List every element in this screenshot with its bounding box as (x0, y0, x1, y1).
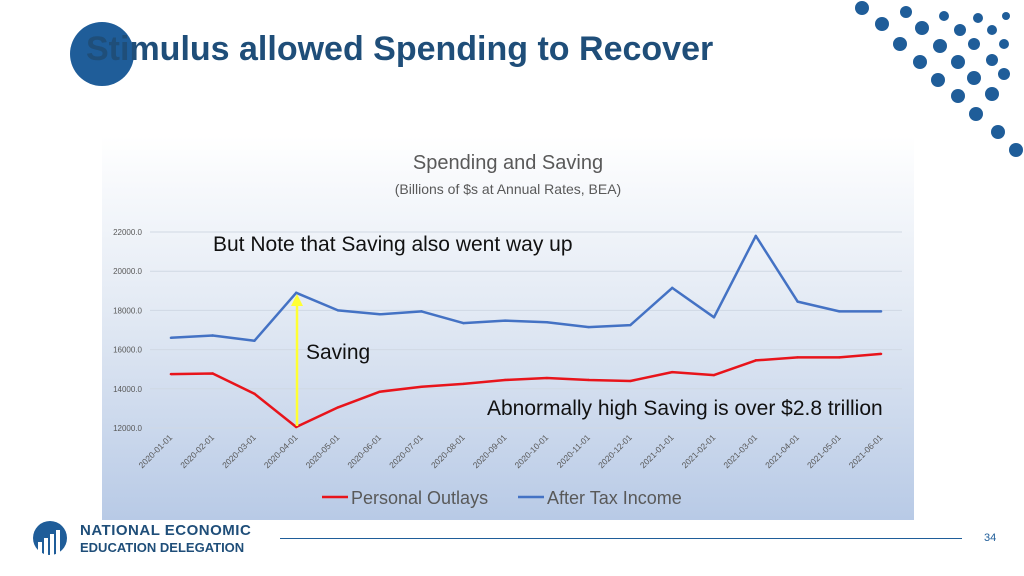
data-point (671, 286, 674, 290)
data-point (838, 356, 841, 359)
x-tick-label: 2021-02-01 (680, 432, 718, 470)
decorative-dots (855, 1, 1023, 157)
data-point (169, 336, 173, 340)
chart-subtitle: (Billions of $s at Annual Rates, BEA) (395, 181, 621, 197)
x-tick-label: 2021-04-01 (763, 432, 801, 470)
x-tick-label: 2020-07-01 (387, 432, 425, 470)
data-point (838, 310, 841, 313)
gridlines (150, 231, 902, 429)
x-tick-label: 2020-10-01 (512, 432, 550, 470)
data-point (378, 390, 381, 393)
data-point (169, 372, 173, 376)
data-point (545, 320, 549, 324)
x-tick-label: 2020-08-01 (429, 432, 467, 470)
data-point (587, 378, 590, 382)
data-point (879, 352, 883, 356)
x-tick-label: 2020-11-01 (555, 432, 593, 470)
data-point (629, 379, 632, 383)
page-number: 34 (984, 532, 997, 544)
legend-label-income: After Tax Income (547, 488, 682, 508)
data-point (420, 385, 423, 389)
data-point (420, 310, 423, 313)
data-point (754, 359, 757, 362)
legend-label-outlays: Personal Outlays (351, 488, 488, 508)
data-point (378, 313, 381, 316)
x-tick-label: 2020-02-01 (178, 432, 216, 470)
y-tick-label: 16000.0 (113, 346, 142, 355)
y-axis-ticks: 12000.0 14000.0 16000.0 18000.0 20000.0 22000… (113, 228, 142, 433)
x-tick-label: 2021-05-01 (805, 432, 843, 470)
x-tick-label: 2020-06-01 (345, 432, 383, 470)
chart-title: Spending and Saving (413, 152, 603, 174)
data-point (503, 378, 507, 382)
data-point (462, 382, 465, 386)
series-lines (169, 234, 883, 429)
slide-title: Stimulus allowed Spending to Recover (86, 30, 714, 68)
y-tick-label: 18000.0 (113, 306, 142, 315)
x-tick-label: 2021-03-01 (721, 432, 759, 470)
data-point (295, 291, 298, 294)
nsed-logo-icon (33, 521, 67, 556)
data-point (462, 321, 465, 325)
y-tick-label: 22000.0 (113, 228, 142, 237)
annotation-saving-label: Saving (306, 341, 371, 364)
x-tick-label: 2020-12-01 (596, 432, 634, 470)
data-point (754, 234, 757, 238)
y-tick-label: 20000.0 (113, 267, 142, 276)
data-point (211, 334, 214, 337)
data-point (503, 319, 507, 322)
data-point (211, 372, 214, 375)
data-point (629, 323, 632, 327)
spending-saving-chart: Spending and Saving (Billions of $s at A… (113, 152, 902, 508)
data-point (295, 425, 298, 429)
data-point (253, 392, 256, 395)
data-point (712, 373, 716, 377)
data-point (712, 316, 716, 319)
x-tick-label: 2020-09-01 (471, 432, 509, 470)
annotation-saving-note: But Note that Saving also went way up (213, 233, 573, 256)
series-line-income (170, 234, 882, 343)
x-tick-label: 2020-05-01 (304, 432, 342, 470)
annotation-saving-trillion: Abnormally high Saving is over $2.8 tril… (487, 397, 883, 420)
x-tick-label: 2020-04-01 (262, 432, 300, 470)
legend: Personal Outlays After Tax Income (322, 488, 682, 508)
data-point (253, 339, 256, 342)
x-tick-label: 2020-01-01 (136, 432, 174, 470)
x-tick-label: 2020-03-01 (220, 432, 258, 470)
title-circle-decoration (70, 22, 134, 86)
data-point (671, 370, 674, 374)
data-point (796, 300, 799, 303)
org-name-line1: NATIONAL ECONOMIC (80, 522, 252, 539)
x-axis-ticks: 2020-01-01 2020-02-01 2020-03-01 2020-04-01… (136, 432, 884, 470)
data-point (545, 376, 549, 380)
data-point (336, 406, 340, 409)
x-tick-label: 2021-06-01 (847, 432, 885, 470)
org-name-line2: EDUCATION DELEGATION (80, 540, 245, 555)
data-point (879, 310, 883, 313)
x-tick-label: 2021-01-01 (638, 432, 676, 470)
footer-divider (280, 538, 962, 539)
data-point (587, 325, 590, 329)
y-tick-label: 12000.0 (113, 424, 142, 433)
data-point (796, 356, 799, 359)
saving-arrow (291, 294, 303, 426)
chart-panel: Spending and Saving (Billions of $s at A… (102, 136, 914, 520)
data-point (336, 309, 340, 312)
y-tick-label: 14000.0 (113, 385, 142, 394)
series-line-outlays (170, 352, 882, 429)
saving-arrow-head (291, 294, 303, 306)
